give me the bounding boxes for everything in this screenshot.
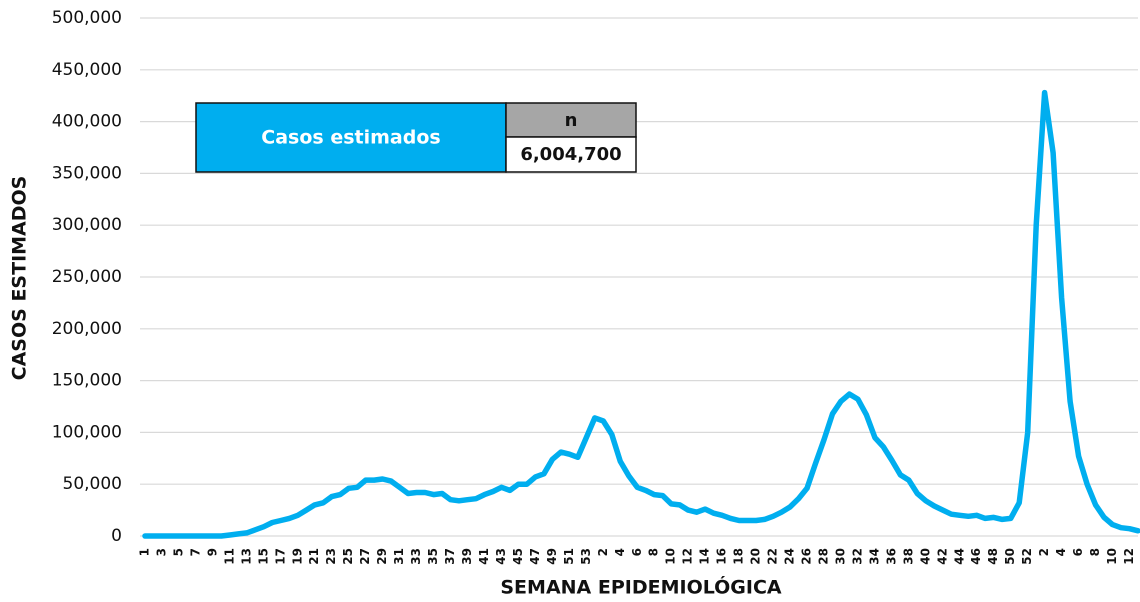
x-tick-label: 40 [918,548,932,565]
x-tick-label: 36 [884,548,898,565]
x-tick-label: 46 [969,548,983,565]
y-tick-label: 400,000 [52,112,122,132]
line-series [142,89,1140,539]
x-tick-label: 4 [1054,548,1068,556]
x-tick-label: 1 [138,548,152,556]
x-tick-label: 7 [188,548,202,556]
x-tick-label: 43 [494,548,508,565]
x-tick-label: 44 [952,548,966,565]
x-tick-label: 23 [324,548,338,565]
x-tick-label: 10 [1105,548,1119,565]
y-tick-label: 50,000 [63,474,122,494]
x-tick-label: 9 [205,548,219,556]
y-tick-label: 250,000 [52,267,122,287]
x-tick-label: 11 [222,548,236,565]
x-tick-label: 34 [867,548,881,565]
x-axis-title: SEMANA EPIDEMIOLÓGICA [500,575,782,599]
x-tick-label: 30 [833,548,847,565]
x-tick-label: 10 [664,548,678,565]
x-tick-label: 12 [1122,548,1136,565]
table-label-cell [195,102,507,173]
x-tick-label: 41 [477,548,491,565]
y-axis-title: CASOS ESTIMADOS [9,176,31,381]
x-tick-label: 32 [850,548,864,565]
table-value: 6,004,700 [520,144,621,165]
grid [140,17,1138,537]
table-header: n [565,110,578,131]
x-tick-label: 17 [273,548,287,565]
x-tick-label: 20 [749,548,763,565]
x-tick-label: 21 [307,548,321,565]
x-tick-label: 22 [766,548,780,565]
x-tick-label: 53 [579,548,593,565]
y-tick-label: 350,000 [52,163,122,183]
x-tick-label: 38 [901,548,915,565]
y-tick-label: 500,000 [52,8,122,28]
y-tick-label: 150,000 [52,371,122,391]
x-tick-label: 4 [613,548,627,556]
table-value-cell [505,136,637,173]
x-tick-label: 52 [1020,548,1034,565]
x-tick-label: 28 [816,548,830,565]
x-tick-label: 2 [596,548,610,556]
x-tick-label: 49 [545,548,559,565]
y-tick-label: 0 [111,526,122,546]
x-tick-label: 5 [171,548,185,556]
x-tick-label: 33 [409,548,423,565]
x-tick-label: 16 [715,548,729,565]
table-label: Casos estimados [261,127,440,149]
x-tick-label: 12 [681,548,695,565]
x-tick-label: 27 [358,548,372,565]
x-tick-label: 50 [1003,548,1017,565]
y-tick-label: 450,000 [52,60,122,80]
x-tick-label: 51 [562,548,576,565]
table-header-cell [505,102,637,138]
y-tick-label: 200,000 [52,319,122,339]
x-tick-label: 31 [392,548,406,565]
x-tick-label: 35 [426,548,440,565]
x-tick-label: 42 [935,548,949,565]
x-tick-label: 37 [443,548,457,565]
x-tick-label: 39 [460,548,474,565]
x-tick-label: 3 [154,548,168,556]
x-tick-label: 47 [528,548,542,565]
x-tick-label: 14 [698,548,712,565]
x-tick-label: 15 [256,548,270,565]
y-tick-label: 300,000 [52,215,122,235]
x-tick-label: 8 [647,548,661,556]
x-tick-label: 48 [986,548,1000,565]
x-tick-label: 24 [783,548,797,565]
x-tick-label: 18 [732,548,746,565]
x-tick-label: 8 [1088,548,1102,556]
x-tick-label: 45 [511,548,525,565]
y-tick-label: 100,000 [52,422,122,442]
x-tick-label: 2 [1037,548,1051,556]
x-tick-label: 26 [800,548,814,565]
x-tick-label: 19 [290,548,304,565]
x-tick-label: 6 [1071,548,1085,556]
x-tick-label: 6 [630,548,644,556]
x-tick-label: 25 [341,548,355,565]
x-tick-label: 13 [239,548,253,565]
x-tick-label: 29 [375,548,389,565]
